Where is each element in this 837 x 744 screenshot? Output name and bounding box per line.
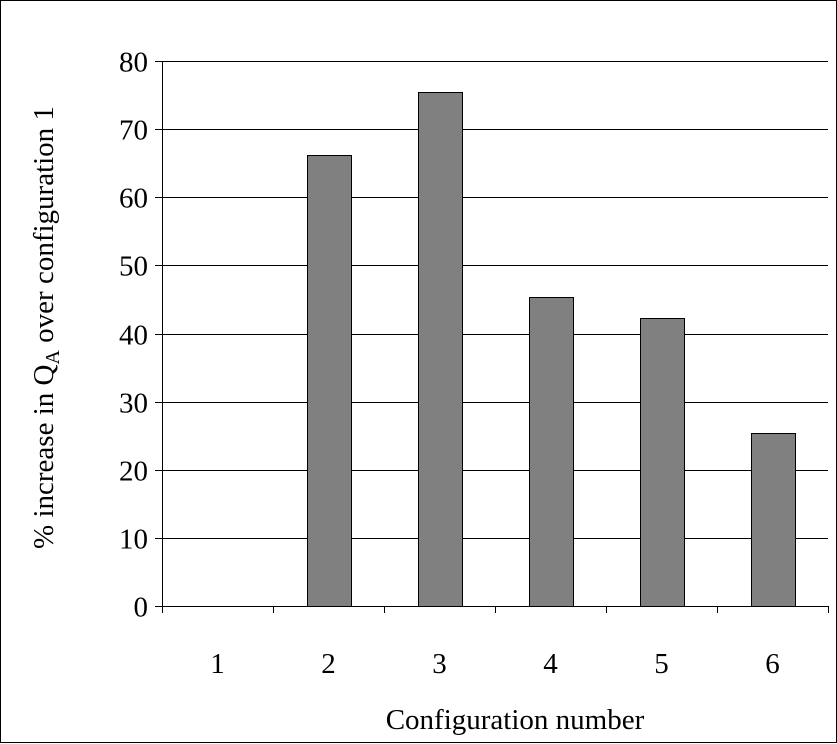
- y-tick-label: 0: [134, 592, 149, 624]
- y-axis-title-suffix: over configuration 1: [28, 106, 60, 350]
- y-tick-label: 10: [119, 524, 148, 556]
- axes: [155, 61, 829, 613]
- y-tick-label: 40: [119, 320, 148, 352]
- x-tick-labels: 1 2 3 4 5 6: [210, 648, 780, 680]
- bar-6: [751, 433, 796, 607]
- x-tick-label: 3: [432, 648, 447, 680]
- y-tick-label: 60: [119, 183, 148, 215]
- gridlines: [162, 61, 828, 539]
- x-tick-label: 4: [543, 648, 558, 680]
- y-tick-label: 30: [119, 388, 148, 420]
- y-axis-title: % increase in QA over configuration 1: [28, 106, 64, 549]
- bar-5: [640, 318, 685, 607]
- x-axis-title: Configuration number: [386, 704, 645, 736]
- x-tick-label: 1: [210, 648, 225, 680]
- bars: [307, 92, 796, 607]
- y-axis-title-subscript: A: [42, 350, 64, 365]
- y-tick-label: 70: [119, 115, 148, 147]
- y-tick-labels: 0 10 20 30 40 50 60 70 80: [119, 47, 148, 624]
- x-tick-label: 6: [765, 648, 780, 680]
- bar-4: [529, 297, 574, 607]
- y-axis-title-prefix: % increase in Q: [28, 364, 60, 548]
- y-tick-label: 50: [119, 251, 148, 283]
- x-tick-label: 5: [654, 648, 669, 680]
- bar-2: [307, 155, 352, 607]
- bar-3: [418, 92, 463, 607]
- y-tick-label: 80: [119, 47, 148, 79]
- x-tick-label: 2: [321, 648, 336, 680]
- y-tick-label: 20: [119, 456, 148, 488]
